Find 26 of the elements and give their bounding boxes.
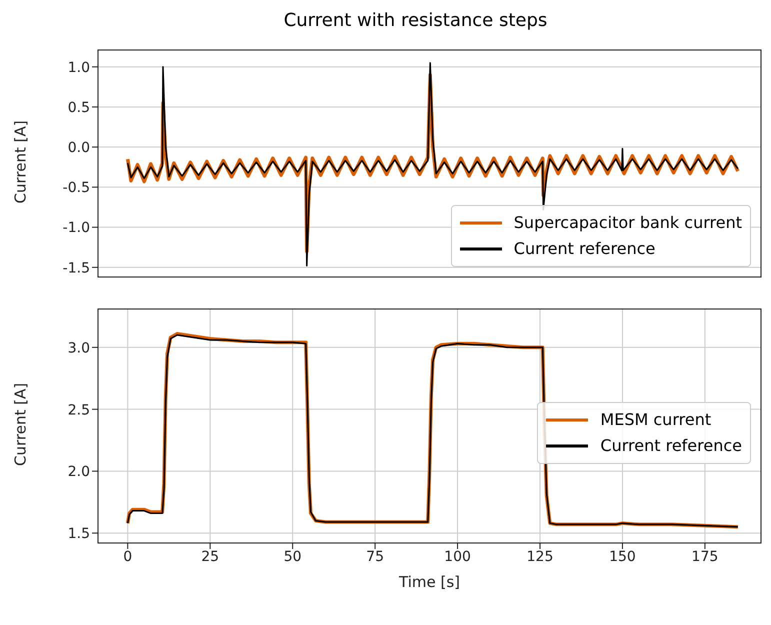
legend-label: MESM current (600, 408, 712, 431)
x-tick-label: 125 (526, 548, 554, 565)
y-tick-label: 2.5 (68, 402, 90, 418)
chart-title: Current with resistance steps (282, 9, 548, 33)
y-tick-label: 0.0 (68, 140, 90, 156)
x-axis-title: Time [s] (398, 572, 461, 593)
x-tick-label: 50 (284, 548, 302, 565)
x-tick-label: 150 (609, 548, 636, 565)
y-tick-label: 1.0 (68, 60, 90, 76)
y-tick-label: -0.5 (62, 180, 90, 196)
legend-label: Current reference (514, 238, 656, 260)
y-tick-label: 2.0 (68, 464, 90, 480)
x-tick-label: 75 (366, 548, 384, 565)
y-tick-label: -1.0 (62, 220, 90, 236)
y-axis-title: Current [A] (11, 120, 30, 204)
y-tick-label: 1.5 (68, 526, 90, 542)
x-tick-label: 0 (123, 548, 132, 565)
y-tick-label: 0.5 (68, 100, 90, 116)
x-tick-label: 25 (201, 548, 220, 565)
legend-label: Supercapacitor bank current (514, 212, 742, 234)
y-tick-label: 3.0 (68, 340, 90, 356)
x-tick-label: 175 (692, 548, 718, 565)
x-tick-label: 100 (444, 548, 471, 565)
y-axis-title: Current [A] (11, 382, 30, 466)
legend-label: Current reference (600, 434, 742, 457)
y-tick-label: -1.5 (62, 260, 90, 276)
